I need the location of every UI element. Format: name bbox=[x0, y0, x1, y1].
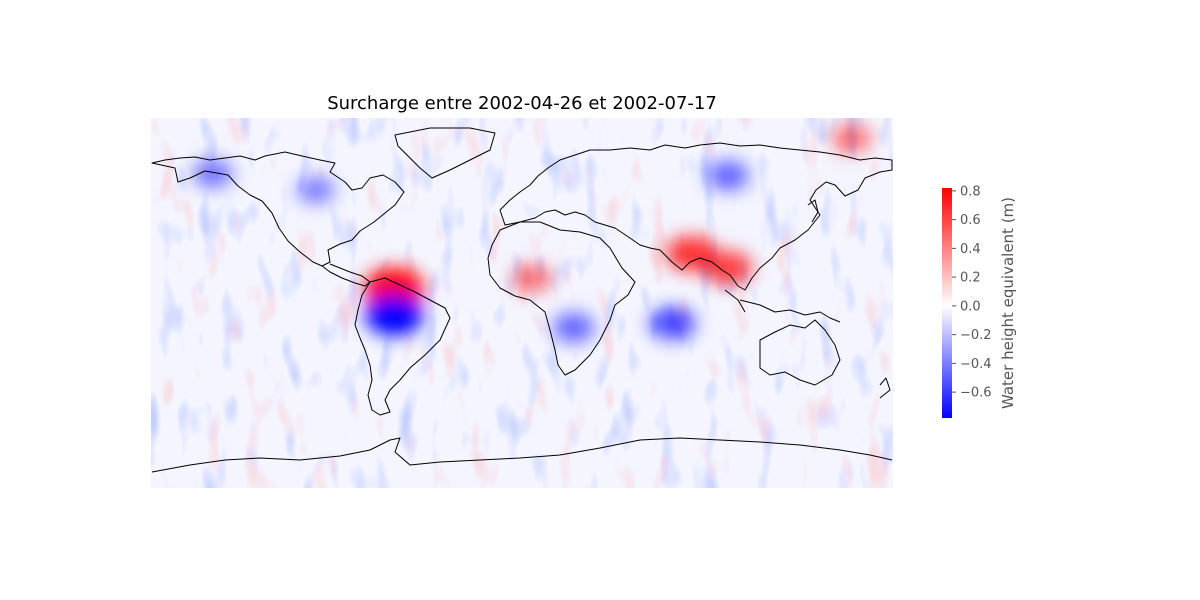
colorbar-tick-label: 0.4 bbox=[960, 242, 981, 257]
anomaly-siberia bbox=[707, 160, 750, 191]
coast-antarctica bbox=[151, 437, 893, 473]
colorbar-ticks: 0.8 0.6 0.4 0.2 0.0 −0.2 −0.4 −0.6 bbox=[952, 184, 992, 401]
colorbar-tick-label: 0.0 bbox=[960, 299, 981, 314]
colorbar-tick-label: −0.6 bbox=[960, 386, 992, 401]
colorbar-tick-label: 0.2 bbox=[960, 271, 981, 286]
coast-eurasia bbox=[499, 142, 893, 291]
map-panel bbox=[151, 118, 893, 488]
coast-north-america bbox=[151, 151, 405, 267]
colorbar-tick-label: −0.4 bbox=[960, 357, 992, 372]
anomaly-central-amazon bbox=[365, 294, 424, 336]
anomaly-indian-ocean bbox=[649, 307, 696, 340]
anomaly-sahel bbox=[512, 264, 553, 293]
colorbar-gradient bbox=[942, 188, 952, 418]
coast-africa bbox=[487, 221, 636, 376]
colorbar: 0.8 0.6 0.4 0.2 0.0 −0.2 −0.4 −0.6 Water height… bbox=[942, 184, 1017, 418]
coastlines bbox=[151, 127, 893, 473]
anomaly-canada bbox=[296, 176, 335, 204]
colorbar-label: Water height equivalent (m) bbox=[999, 197, 1017, 409]
anomaly-indochina bbox=[704, 251, 753, 286]
anomaly-layer bbox=[192, 124, 872, 343]
colorbar-tick-label: −0.2 bbox=[960, 328, 992, 343]
colorbar-tick-label: 0.8 bbox=[960, 184, 981, 199]
noise-field bbox=[151, 118, 893, 488]
anomaly-northern-india-ganges bbox=[666, 235, 717, 272]
anomaly-zambezi-basin bbox=[552, 312, 595, 343]
coast-australia bbox=[759, 319, 841, 386]
colorbar-tick-label: 0.6 bbox=[960, 213, 981, 228]
coast-central-america bbox=[321, 263, 371, 287]
anomaly-arctic bbox=[831, 124, 872, 153]
coast-indonesia bbox=[724, 289, 841, 323]
coast-new-zealand bbox=[879, 377, 891, 399]
coast-south-america bbox=[354, 277, 451, 416]
anomaly-alaska bbox=[192, 159, 233, 188]
coast-japan bbox=[807, 199, 819, 223]
map-title: Surcharge entre 2002-04-26 et 2002-07-17 bbox=[327, 93, 717, 114]
coast-greenland bbox=[394, 127, 496, 179]
